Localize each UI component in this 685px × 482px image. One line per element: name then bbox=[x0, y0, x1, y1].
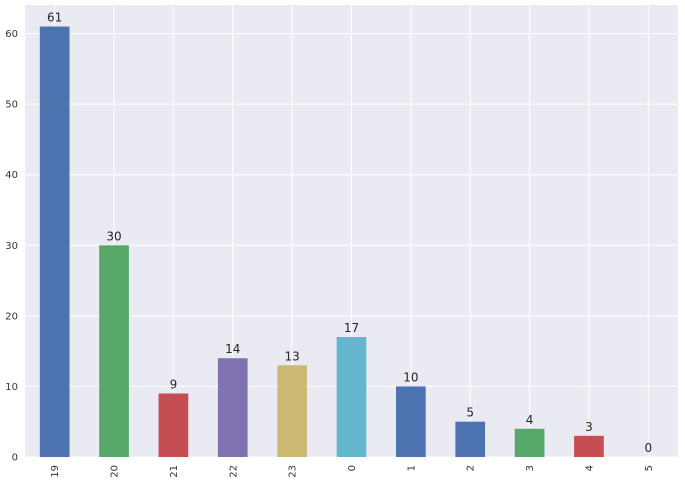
data-label-23: 13 bbox=[284, 349, 299, 363]
y-tick-label: 20 bbox=[5, 311, 18, 322]
bar-23 bbox=[277, 365, 307, 457]
bar-4 bbox=[574, 435, 604, 457]
x-axis-ticks: 19 20 21 22 23 0 1 2 3 4 5 bbox=[50, 465, 655, 478]
bar-21 bbox=[158, 393, 189, 457]
y-tick-label: 60 bbox=[5, 29, 18, 40]
bar-20 bbox=[99, 245, 129, 457]
bar-22 bbox=[217, 358, 248, 457]
y-tick-label: 30 bbox=[5, 241, 18, 252]
x-tick-label: 23 bbox=[288, 465, 299, 478]
x-tick-label: 1 bbox=[406, 465, 417, 471]
bar-2 bbox=[455, 421, 486, 457]
y-tick-label: 50 bbox=[5, 100, 18, 111]
x-tick-label: 5 bbox=[644, 465, 655, 471]
y-axis-ticks: 0 10 20 30 40 50 60 bbox=[5, 29, 18, 463]
bar-1 bbox=[396, 386, 426, 457]
data-label-0: 17 bbox=[344, 321, 359, 335]
x-tick-label: 0 bbox=[347, 465, 358, 471]
x-tick-label: 20 bbox=[110, 465, 121, 478]
bar-19 bbox=[39, 26, 70, 458]
x-tick-label: 21 bbox=[169, 465, 180, 478]
bar-3 bbox=[514, 428, 545, 457]
data-label-1: 10 bbox=[403, 370, 418, 384]
data-label-3: 4 bbox=[526, 413, 534, 427]
data-label-20: 30 bbox=[106, 229, 121, 243]
data-label-21: 9 bbox=[170, 377, 178, 391]
data-label-19: 61 bbox=[47, 11, 62, 25]
x-tick-label: 19 bbox=[50, 465, 61, 478]
y-tick-label: 0 bbox=[12, 453, 18, 464]
y-tick-label: 10 bbox=[5, 382, 18, 393]
data-label-2: 5 bbox=[466, 406, 474, 420]
bars bbox=[39, 26, 604, 458]
y-tick-label: 40 bbox=[5, 170, 18, 181]
data-label-22: 14 bbox=[225, 342, 240, 356]
x-tick-label: 22 bbox=[228, 465, 239, 478]
data-label-4: 3 bbox=[585, 420, 593, 434]
x-tick-label: 3 bbox=[525, 465, 536, 471]
x-tick-label: 2 bbox=[466, 465, 477, 471]
data-label-5: 0 bbox=[644, 441, 652, 455]
x-tick-label: 4 bbox=[584, 465, 595, 471]
bar-0 bbox=[336, 337, 367, 457]
